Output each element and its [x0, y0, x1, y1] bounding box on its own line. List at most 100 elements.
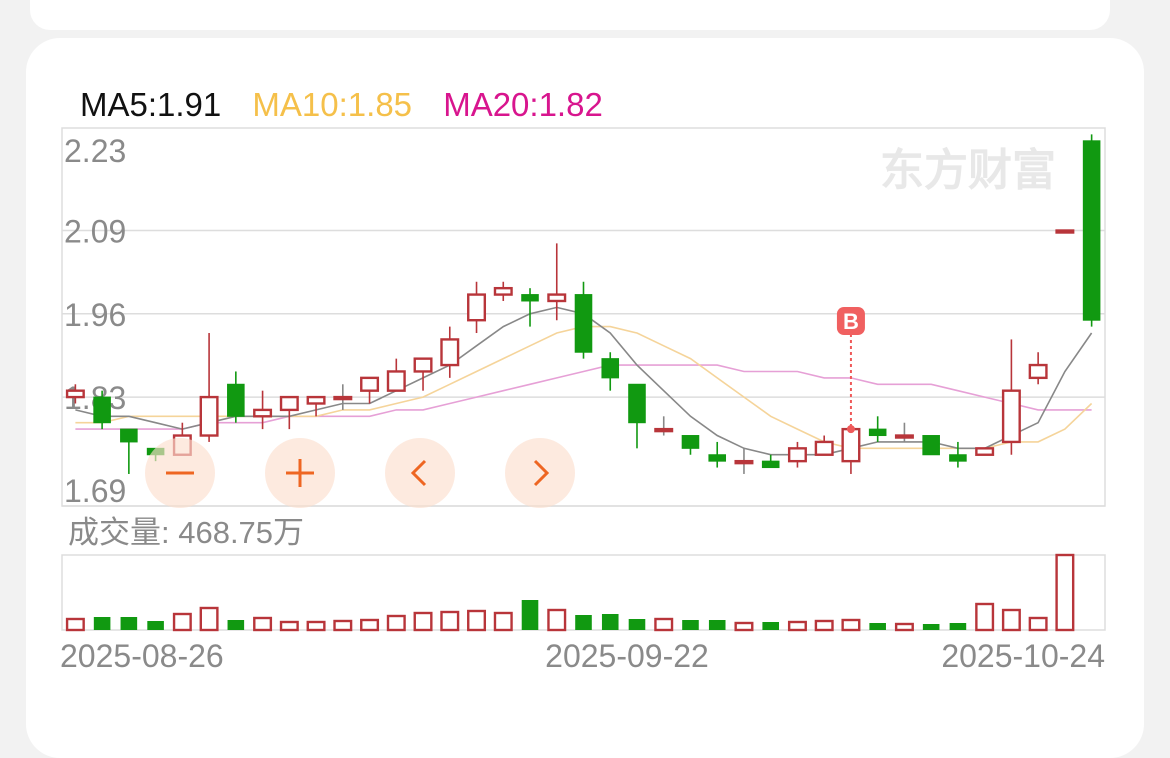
- candle: [787, 441, 807, 468]
- volume-bar: [1001, 608, 1021, 632]
- x-axis-labels: 2025-08-26 2025-09-22 2025-10-24: [60, 638, 1105, 674]
- candle-body: [868, 428, 887, 437]
- volume-bar: [360, 618, 380, 632]
- buy-marker-letter: B: [843, 309, 859, 334]
- candle: [574, 281, 593, 359]
- candle: [761, 454, 780, 469]
- volume-bar: [682, 620, 699, 630]
- minus-icon: [166, 471, 194, 475]
- volume-bar: [654, 617, 674, 632]
- candle-body: [253, 408, 273, 418]
- candle-body: [521, 294, 539, 302]
- ma-legend: MA5:1.91 MA10:1.85 MA20:1.82: [80, 86, 625, 124]
- candle: [65, 384, 85, 404]
- volume-bar: [172, 612, 192, 632]
- candle-body: [440, 338, 460, 367]
- candle-body: [279, 395, 299, 412]
- candle-body: [467, 293, 487, 322]
- plus-icon: [286, 459, 314, 487]
- candle: [521, 288, 539, 327]
- volume-bar: [787, 620, 807, 632]
- buy-marker-badge: [836, 307, 865, 335]
- candle: [601, 352, 620, 391]
- candle-body: [708, 454, 727, 462]
- candle: [360, 376, 380, 404]
- volume-bar: [1028, 616, 1048, 632]
- candle: [253, 390, 273, 430]
- candle: [975, 447, 995, 456]
- y-axis-labels: 2.232.091.961.831.69: [64, 133, 126, 509]
- candle: [306, 395, 326, 417]
- volume-bar: [386, 614, 406, 632]
- kline-chart[interactable]: 东方财富 2.232.091.961.831.69 B 成交量: 468.75万…: [0, 0, 1170, 705]
- candle: [814, 435, 834, 456]
- candle-body: [1028, 363, 1048, 380]
- candle: [1028, 352, 1048, 385]
- candle-body: [413, 357, 433, 373]
- candle: [949, 441, 967, 468]
- ma5-value: MA5:1.91: [80, 86, 222, 123]
- zoom-out-button[interactable]: [145, 438, 215, 508]
- previous-card: [30, 0, 1110, 30]
- candle: [467, 281, 487, 334]
- candle-body: [574, 294, 593, 353]
- watermark-text: 东方财富: [880, 146, 1056, 195]
- scroll-left-button[interactable]: [385, 438, 455, 508]
- candle-body: [814, 440, 834, 456]
- candle-body: [894, 434, 914, 439]
- candle-body: [199, 395, 219, 437]
- volume-bar: [922, 624, 940, 630]
- candle: [734, 448, 754, 474]
- volume-bar: [814, 619, 834, 632]
- volume-bar: [521, 600, 539, 630]
- candle-body: [93, 396, 111, 424]
- x-tick-label: 2025-08-26: [60, 638, 224, 674]
- volume-bar: [65, 617, 85, 632]
- ma20-line: [75, 364, 1092, 430]
- volume-bar: [306, 620, 326, 632]
- volume-bar: [493, 611, 513, 632]
- volume-bar: [547, 608, 567, 632]
- volume-bar: [601, 614, 619, 630]
- candle: [199, 333, 219, 442]
- volume-bar: [894, 622, 914, 632]
- volume-bar: [949, 623, 967, 630]
- y-tick-label: 2.09: [64, 214, 126, 250]
- candle: [440, 326, 460, 378]
- volume-bar: [734, 621, 754, 632]
- candle: [547, 243, 567, 321]
- candle-body: [628, 383, 646, 424]
- candle-body: [949, 454, 967, 462]
- candle-body: [547, 293, 567, 303]
- candle-body: [227, 383, 245, 417]
- x-tick-label: 2025-09-22: [545, 638, 709, 674]
- candle-body: [1055, 229, 1075, 234]
- volume-bar: [227, 620, 245, 630]
- scroll-right-button[interactable]: [505, 438, 575, 508]
- volume-bar: [628, 619, 646, 630]
- candle-body: [1001, 389, 1021, 444]
- candle: [841, 427, 861, 474]
- candle-body: [601, 358, 620, 379]
- volume-bar: [841, 618, 861, 632]
- x-tick-label: 2025-10-24: [941, 638, 1105, 674]
- volume-bar: [762, 622, 779, 630]
- candle-body: [975, 447, 995, 456]
- candle: [493, 281, 513, 301]
- volume-bar: [147, 621, 164, 630]
- candle-body: [1082, 140, 1101, 321]
- candle: [681, 435, 700, 455]
- volume-bar: [708, 620, 726, 630]
- candle: [1055, 229, 1075, 234]
- candle-body: [65, 389, 85, 399]
- zoom-in-button[interactable]: [265, 438, 335, 508]
- candle-body: [787, 447, 807, 463]
- candle: [1001, 339, 1021, 455]
- buy-marker-dot: [846, 425, 855, 434]
- volume-bar: [440, 610, 460, 632]
- chevron-right-icon: [533, 459, 550, 487]
- candle-body: [841, 427, 861, 463]
- candle-body: [681, 435, 700, 449]
- volume-bars: [65, 553, 1075, 632]
- candle-body: [386, 370, 406, 392]
